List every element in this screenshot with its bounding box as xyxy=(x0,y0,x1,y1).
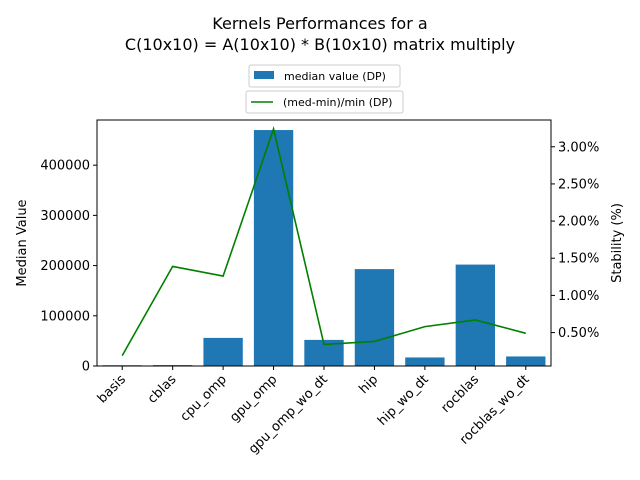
x-tick-label-cblas: cblas xyxy=(145,372,180,407)
x-tick-label-hip_wo_dt: hip_wo_dt xyxy=(375,372,432,429)
y-right-tick-label-0: 0.50% xyxy=(558,326,599,341)
y-tick-label-200000: 200000 xyxy=(40,259,90,274)
y-right-tick-label-3: 2.00% xyxy=(558,215,599,230)
legend-bar-box xyxy=(248,64,401,88)
y-right-tick-label-4: 2.50% xyxy=(558,177,599,192)
stability-line xyxy=(121,126,526,356)
y-tick-label-300000: 300000 xyxy=(40,209,90,224)
y-axis-right-label: Stability (%) xyxy=(610,203,625,283)
y-tick-label-0: 0 xyxy=(82,360,90,375)
legend-line: (med-min)/min (DP) xyxy=(245,90,404,114)
y-tick-label-100000: 100000 xyxy=(40,309,90,324)
x-tick-label-rocblas: rocblas xyxy=(438,372,482,416)
y-right-tick-label-1: 1.00% xyxy=(558,289,599,304)
y-axis-label: Median Value xyxy=(15,199,30,286)
legend-bar-label: median value (DP) xyxy=(284,70,386,83)
bar-rocblas_wo_dt xyxy=(506,356,546,366)
legend-line-box xyxy=(245,90,404,114)
y-right-tick-label-5: 3.00% xyxy=(558,140,599,155)
chart-title-line-1: Kernels Performances for a xyxy=(212,14,427,33)
bar-hip_wo_dt xyxy=(405,357,445,366)
plot-area: 0 100000 200000 300000 400000 0.50% 1.00% 1.50%… xyxy=(40,119,599,457)
legend-line-label: (med-min)/min (DP) xyxy=(283,96,392,109)
bar-cpu_omp xyxy=(203,337,243,366)
y-right-tick-label-2: 1.50% xyxy=(558,252,599,267)
x-tick-label-gpu_omp: gpu_omp xyxy=(227,372,280,425)
legend-bar-swatch xyxy=(254,71,274,79)
x-tick-label-basis: basis xyxy=(95,372,129,406)
x-tick-label-cpu_omp: cpu_omp xyxy=(178,372,230,424)
legend-bar: median value (DP) xyxy=(248,64,401,88)
x-tick-label-hip: hip xyxy=(356,372,381,397)
bar-rocblas xyxy=(455,264,496,366)
bar-hip xyxy=(354,269,395,366)
bar-gpu_omp xyxy=(253,130,294,366)
chart-title-line-2: C(10x10) = A(10x10) * B(10x10) matrix mu… xyxy=(125,35,515,54)
y-tick-label-400000: 400000 xyxy=(40,159,90,174)
